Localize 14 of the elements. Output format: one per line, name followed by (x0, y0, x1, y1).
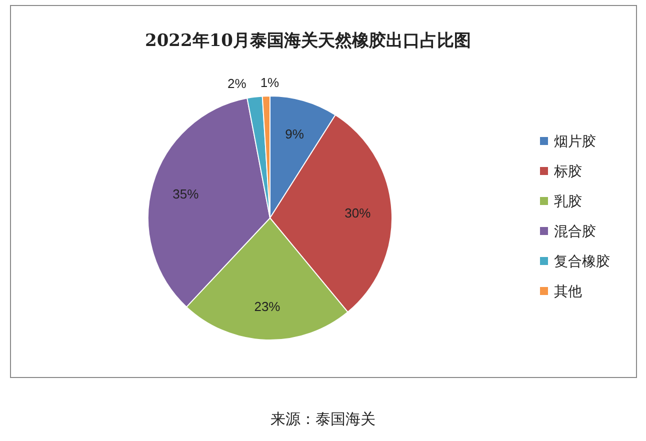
source-note: 来源：泰国海关 (270, 411, 376, 428)
data-label: 1% (260, 75, 280, 90)
legend-label: 烟片胶 (554, 133, 596, 149)
legend-label: 乳胶 (554, 193, 582, 209)
legend-label: 其他 (554, 283, 582, 299)
data-label: 23% (254, 298, 281, 314)
legend-label: 混合胶 (554, 223, 596, 239)
chart-title: 2022年10月泰国海关天然橡胶出口占比图 (145, 31, 471, 51)
data-label: 35% (172, 186, 200, 202)
data-label: 9% (285, 126, 304, 142)
data-label: 2% (228, 76, 247, 92)
data-label: 30% (344, 205, 372, 220)
legend-label: 标胶 (553, 163, 582, 179)
legend-label: 复合橡胶 (554, 253, 610, 269)
